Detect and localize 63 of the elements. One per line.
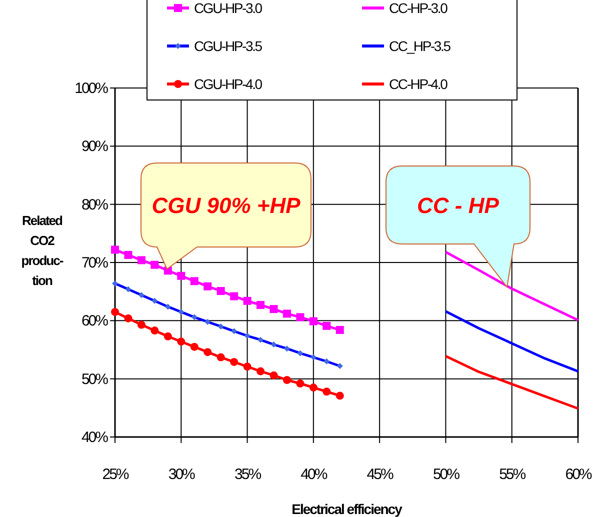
point [282, 310, 291, 318]
point [256, 300, 265, 309]
point [336, 326, 344, 334]
point [190, 342, 198, 351]
x-tick-label: 60% [565, 466, 592, 483]
point [296, 379, 304, 388]
point [124, 250, 132, 259]
x-tick-label: 30% [168, 466, 196, 483]
point [296, 313, 304, 322]
y-axis-title: Related CO2 produc- tion [21, 213, 64, 288]
y-tick-label: 90% [81, 138, 108, 156]
point [336, 392, 344, 400]
x-axis-title: Electrical efficiency [292, 501, 403, 517]
y-tick-label: 70% [81, 254, 108, 272]
point [309, 317, 318, 326]
point [177, 338, 186, 346]
point [150, 260, 159, 269]
point [190, 277, 198, 286]
annotation: CC - HP [417, 193, 500, 218]
y-tick-label: 40% [81, 429, 108, 446]
y-tick-label: 100% [74, 80, 108, 97]
point [230, 358, 238, 366]
legend-label: CC-HP-4.0 [389, 76, 448, 92]
point [282, 376, 291, 384]
point [216, 287, 225, 295]
x-tick-label: 40% [300, 466, 328, 483]
legend-label: CC_HP-3.5 [389, 38, 452, 54]
point [204, 348, 212, 356]
x-tick-label: 50% [432, 466, 460, 483]
point [177, 272, 186, 280]
legend-label: CGU-HP-3.5 [194, 38, 263, 54]
point [270, 371, 278, 380]
point [256, 367, 265, 376]
point [124, 314, 132, 322]
point [230, 292, 238, 300]
x-tick-label: 35% [234, 466, 262, 483]
line-series [444, 354, 580, 410]
y-tick-label: 80% [81, 196, 108, 214]
line-series [444, 310, 580, 373]
legend-label: CGU-HP-4.0 [194, 76, 263, 92]
point [111, 308, 119, 316]
y-tick-label: 60% [81, 312, 108, 330]
point [243, 296, 252, 305]
point [243, 362, 252, 371]
point [309, 384, 318, 392]
x-tick-label: 45% [366, 466, 394, 483]
point [150, 326, 159, 335]
point [137, 256, 146, 264]
point [111, 246, 119, 254]
point [164, 332, 172, 340]
y-tick-label: 50% [81, 370, 108, 388]
point [216, 353, 225, 362]
legend-label: CGU-HP-3.0 [194, 0, 263, 16]
point [322, 322, 331, 330]
x-tick-label: 55% [499, 466, 526, 483]
point [137, 320, 146, 329]
line-series [444, 250, 580, 322]
legend-label: CC-HP-3.0 [389, 0, 448, 16]
x-tick-label: 25% [102, 466, 129, 483]
point [204, 282, 212, 290]
point [322, 388, 331, 396]
point [270, 305, 278, 314]
annotation: CGU 90% +HP [152, 193, 301, 218]
